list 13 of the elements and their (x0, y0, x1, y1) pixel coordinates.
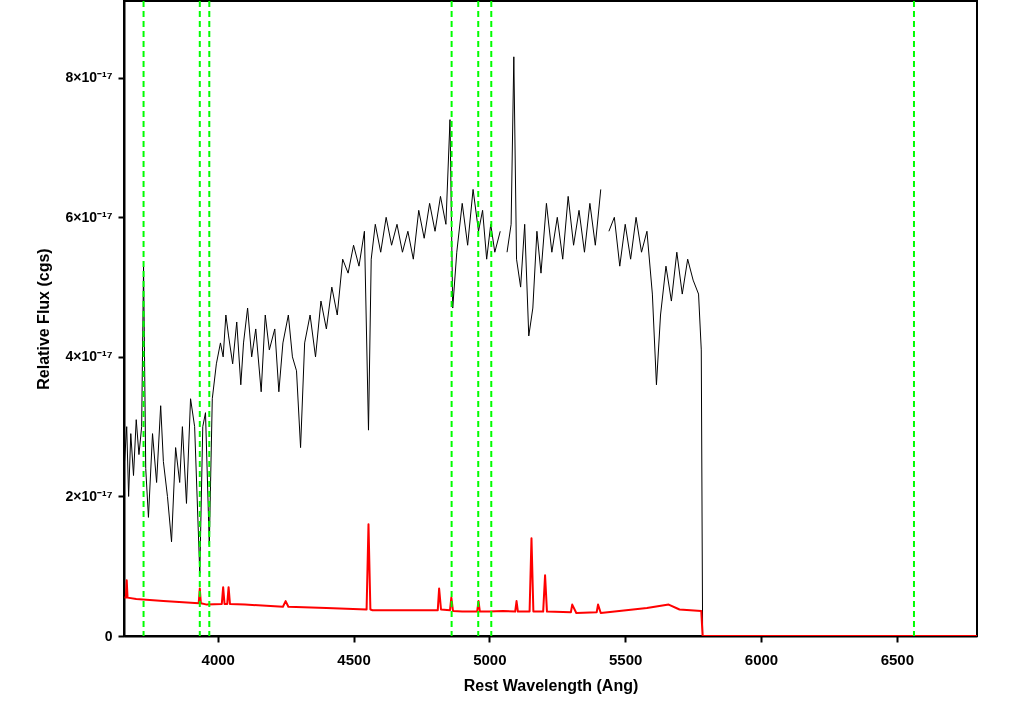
x-tick-label: 5000 (473, 650, 507, 668)
y-tick-label: 8×10⁻¹⁷ (65, 69, 113, 86)
y-tick-label: 2×10⁻¹⁷ (65, 487, 113, 504)
y-tick-label: 4×10⁻¹⁷ (65, 348, 113, 365)
x-tick-label: 6500 (880, 650, 915, 668)
y-tick-label: 6×10⁻¹⁷ (65, 208, 113, 225)
x-tick-label: 6000 (744, 650, 779, 668)
x-axis-title: Rest Wavelength (Ang) (463, 676, 639, 694)
y-axis-title: Relative Flux (cgs) (34, 248, 52, 390)
y-tick-label: 0 (104, 627, 113, 644)
x-tick-label: 4500 (337, 650, 371, 668)
x-tick-label: 4000 (201, 650, 235, 668)
x-tick-label: 5500 (609, 650, 643, 668)
